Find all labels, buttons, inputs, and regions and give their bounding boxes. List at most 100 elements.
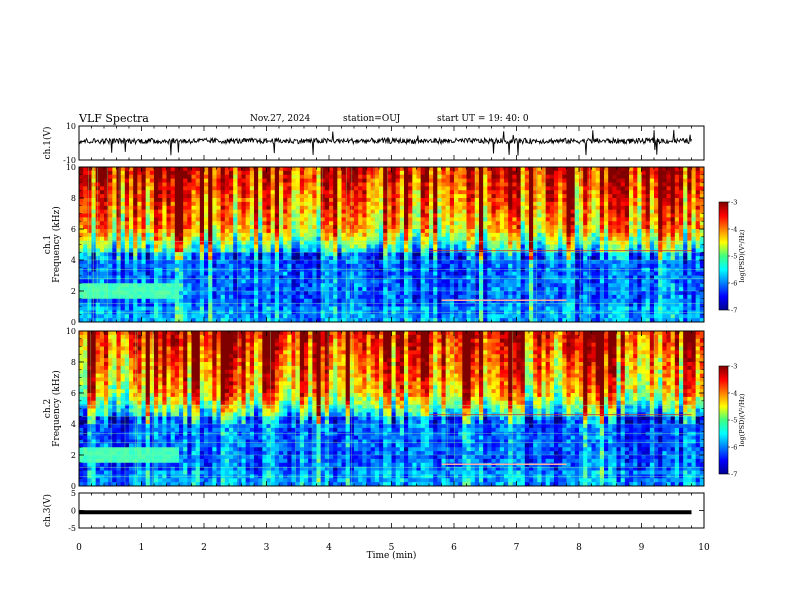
ch1-spectrogram-cell bbox=[367, 264, 372, 268]
ch1-spectrogram-cell bbox=[462, 183, 467, 187]
ch1-spectrogram-cell bbox=[254, 237, 259, 241]
ch1-spectrogram-cell bbox=[571, 237, 576, 241]
ch1-spectrogram-cell bbox=[529, 167, 534, 171]
ch1-spectrogram-cell bbox=[129, 221, 134, 225]
ch1-spectrogram-cell bbox=[92, 314, 97, 318]
ch1-spectrogram-cell bbox=[596, 237, 601, 241]
ch1-spectrogram-cell bbox=[283, 276, 288, 280]
ch1-spectrogram-cell bbox=[333, 276, 338, 280]
ch1-spectrogram-cell bbox=[462, 202, 467, 206]
ch1-spectrogram-cell bbox=[596, 264, 601, 268]
ch1-spectrogram-cell bbox=[550, 210, 555, 214]
ch1-spectrogram-cell bbox=[562, 283, 567, 287]
ch1-spectrogram-cell bbox=[479, 217, 484, 221]
ch1-spectrogram-cell bbox=[525, 179, 530, 183]
ch1-spectrogram-cell bbox=[508, 283, 513, 287]
ch1-spectrogram-cell bbox=[517, 175, 522, 179]
ch1-spectrogram-cell bbox=[400, 264, 405, 268]
ch1-spectrogram-cell bbox=[221, 206, 226, 210]
ch1-spectrogram-cell bbox=[367, 291, 372, 295]
ch1-spectrogram-cell bbox=[417, 252, 422, 256]
ch1-spectrogram-cell bbox=[592, 183, 597, 187]
ch1-spectrogram-cell bbox=[279, 291, 284, 295]
ch1-spectrogram-cell bbox=[200, 214, 205, 218]
ch1-spectrogram-cell bbox=[550, 237, 555, 241]
ch1-spectrogram-cell bbox=[325, 229, 330, 233]
ch1-spectrogram-cell bbox=[375, 171, 380, 175]
ch1-spectrogram-cell bbox=[221, 217, 226, 221]
ch1-spectrogram-cell bbox=[158, 198, 163, 202]
ch1-spectrogram-cell bbox=[437, 229, 442, 233]
ch1-spectrogram-cell bbox=[154, 264, 159, 268]
ch1-spectrogram-cell bbox=[512, 183, 517, 187]
ch1-spectrogram-cell bbox=[125, 295, 130, 299]
ch1-spectrogram-cell bbox=[562, 295, 567, 299]
ch1-spectrogram-cell bbox=[483, 198, 488, 202]
ch1-spectrogram-cell bbox=[446, 252, 451, 256]
ch1-spectrogram-cell bbox=[358, 272, 363, 276]
ch1-spectrogram-cell bbox=[321, 186, 326, 190]
ch1-spectrogram-cell bbox=[137, 217, 142, 221]
ch1-spectrogram-cell bbox=[296, 221, 301, 225]
ch1-spectrogram-cell bbox=[150, 221, 155, 225]
ch1-spectrogram-cell bbox=[412, 307, 417, 311]
ch1-spectrogram-cell bbox=[158, 190, 163, 194]
ch1-spectrogram-cell bbox=[250, 295, 255, 299]
ch1-spectrogram-cell bbox=[158, 183, 163, 187]
ch1-spectrogram-cell bbox=[517, 217, 522, 221]
ch1-spectrogram-cell bbox=[150, 260, 155, 264]
ch1-spectrogram-cell bbox=[208, 260, 213, 264]
ch1-spectrogram-cell bbox=[400, 175, 405, 179]
ch1-spectrogram-cell bbox=[454, 214, 459, 218]
ch1-spectrogram-cell bbox=[250, 245, 255, 249]
ch1-spectrogram-cell bbox=[287, 194, 292, 198]
ch1-spectrogram-cell bbox=[358, 295, 363, 299]
ch1-spectrogram-cell bbox=[458, 295, 463, 299]
ch1-spectrogram-cell bbox=[467, 206, 472, 210]
ch1-spectrogram-cell bbox=[442, 283, 447, 287]
ch1-spectrogram-cell bbox=[304, 225, 309, 229]
ch1-spectrogram-cell bbox=[217, 299, 222, 303]
ch1-spectrogram-cell bbox=[504, 279, 509, 283]
ch1-spectrogram-cell bbox=[204, 252, 209, 256]
ch1-spectrogram-cell bbox=[192, 175, 197, 179]
ch1-spectrogram-cell bbox=[412, 198, 417, 202]
ch1-spectrogram-cell bbox=[237, 283, 242, 287]
ch1-spectrogram-cell bbox=[221, 190, 226, 194]
ch1-spectrogram-cell bbox=[179, 279, 184, 283]
ch1-spectrogram-cell bbox=[304, 283, 309, 287]
ch1-spectrogram-cell bbox=[354, 194, 359, 198]
ch1-spectrogram-cell bbox=[262, 190, 267, 194]
ch1-spectrogram-cell bbox=[212, 217, 217, 221]
ch1-spectrogram-cell bbox=[162, 190, 167, 194]
ch1-spectrogram-cell bbox=[283, 233, 288, 237]
ch1-spectrogram-cell bbox=[425, 291, 430, 295]
ch1-spectrogram-cell bbox=[125, 198, 130, 202]
ch1-spectrogram-cell bbox=[550, 252, 555, 256]
ch1-spectrogram-cell bbox=[375, 276, 380, 280]
ch1-spectrogram-cell bbox=[279, 221, 284, 225]
ch1-spectrogram-cell bbox=[283, 283, 288, 287]
ch1-spectrogram-cell bbox=[133, 186, 138, 190]
ch1-spectrogram-cell bbox=[483, 210, 488, 214]
ch1-spectrogram-cell bbox=[379, 276, 384, 280]
ch1-spectrogram-cell bbox=[262, 179, 267, 183]
ch1-spectrogram-cell bbox=[304, 237, 309, 241]
ch1-spectrogram-cell bbox=[421, 272, 426, 276]
ch1-spectrogram-cell bbox=[250, 194, 255, 198]
ch1-spectrogram-cell bbox=[404, 183, 409, 187]
ch1-spectrogram-cell bbox=[154, 167, 159, 171]
ch1-spectrogram-cell bbox=[129, 272, 134, 276]
ch1-spectrogram-cell bbox=[483, 233, 488, 237]
ch1-spectrogram-cell bbox=[567, 194, 572, 198]
ch1-spectrogram-cell bbox=[442, 217, 447, 221]
ch1-spectrogram-cell bbox=[146, 299, 151, 303]
ch1-spectrogram-cell bbox=[175, 279, 180, 283]
ch1-spectrogram-cell bbox=[179, 179, 184, 183]
ch1-spectrogram-cell bbox=[475, 276, 480, 280]
ch1-spectrogram-cell bbox=[96, 314, 101, 318]
ch1-spectrogram-cell bbox=[292, 206, 297, 210]
ch1-spectrogram-cell bbox=[471, 233, 476, 237]
ch1-spectrogram-cell bbox=[400, 179, 405, 183]
ch1-spectrogram-cell bbox=[475, 237, 480, 241]
